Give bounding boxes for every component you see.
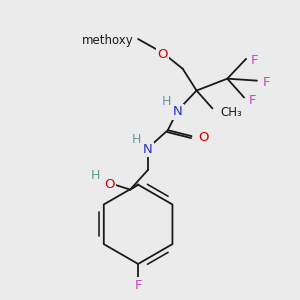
Text: CH₃: CH₃ — [220, 106, 242, 119]
Text: F: F — [249, 94, 256, 107]
Text: methoxy: methoxy — [81, 34, 133, 47]
Text: H: H — [91, 169, 100, 182]
Text: N: N — [143, 143, 153, 156]
Text: O: O — [158, 48, 168, 61]
Text: O: O — [104, 178, 115, 191]
Text: O: O — [199, 131, 209, 144]
Text: N: N — [173, 105, 183, 119]
Text: F: F — [263, 76, 270, 88]
Text: H: H — [162, 95, 172, 109]
Text: F: F — [251, 54, 259, 67]
Text: F: F — [134, 279, 142, 292]
Text: H: H — [131, 133, 141, 146]
